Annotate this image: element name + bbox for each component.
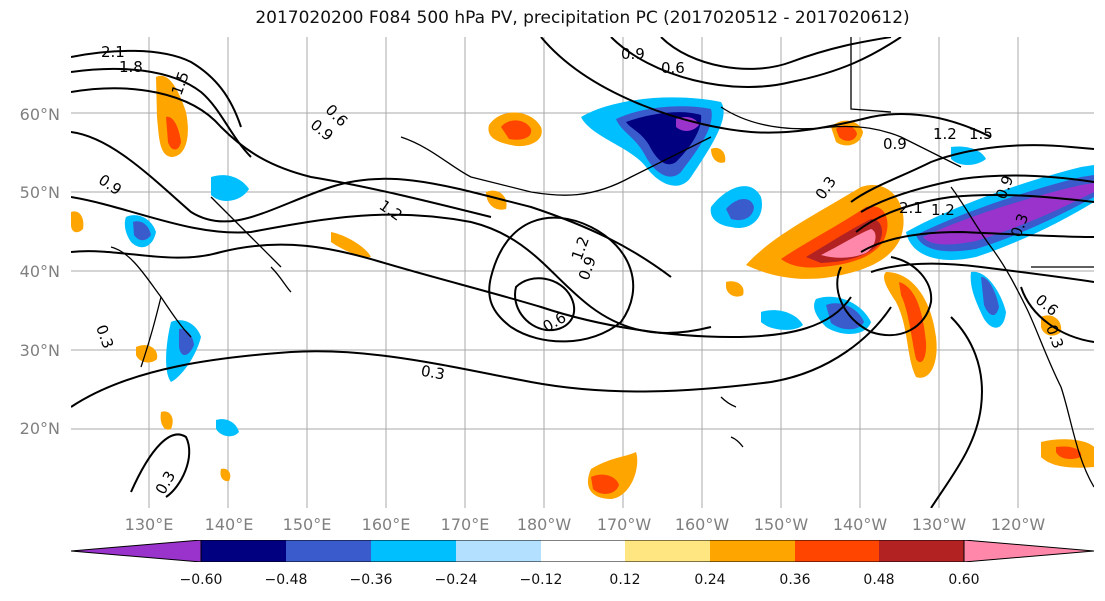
- colorbar-bin: [541, 540, 625, 562]
- coastlines: [110, 37, 1094, 488]
- contour-label: 2.1: [899, 199, 923, 217]
- contour-label: 1.8: [119, 58, 143, 76]
- lon-label-150e: 150°E: [282, 515, 332, 534]
- colorbar-tick: 0.12: [609, 572, 641, 588]
- colorbar-bin: [879, 540, 964, 562]
- lon-label-140w: 140°W: [832, 515, 888, 534]
- colorbar-tick: 0.36: [779, 572, 811, 588]
- colorbar-extend-min: [71, 540, 202, 562]
- contour-label: 1.2: [931, 201, 955, 219]
- colorbar-bin: [625, 540, 710, 562]
- map-title: 2017020200 F084 500 hPa PV, precipitatio…: [255, 8, 910, 28]
- lon-label-170e: 170°E: [440, 515, 490, 534]
- lat-label-50n: 50°N: [19, 183, 60, 202]
- lon-label-170w: 170°W: [596, 515, 652, 534]
- lon-label-160e: 160°E: [361, 515, 411, 534]
- colorbar-tick: −0.12: [519, 572, 563, 588]
- colorbar-bin: [456, 540, 541, 562]
- contour-label: 1.2: [933, 125, 957, 143]
- contour-label: 0.3: [92, 322, 117, 351]
- contour-label: 2.1: [101, 43, 125, 61]
- colorbar-extend-max: [963, 540, 1094, 562]
- colorbar-tick: −0.24: [434, 572, 478, 588]
- lat-label-30n: 30°N: [19, 341, 60, 360]
- contour-label: 0.3: [152, 468, 180, 498]
- contour-label: 0.3: [1042, 322, 1067, 351]
- lon-label-130w: 130°W: [911, 515, 967, 534]
- colorbar-tick: 0.48: [863, 572, 895, 588]
- contour-label: 0.6: [1032, 291, 1062, 320]
- contour-label: 0.9: [95, 171, 125, 199]
- contour-label: 1.2: [376, 196, 406, 224]
- lon-label-130e: 130°E: [124, 515, 174, 534]
- lat-label-60n: 60°N: [19, 105, 60, 124]
- colorbar: [71, 540, 1094, 562]
- colorbar-bin: [371, 540, 456, 562]
- precip-shading: [71, 75, 1094, 499]
- contour-label: 1.5: [168, 69, 193, 98]
- lat-label-20n: 20°N: [19, 419, 60, 438]
- map-canvas: 2.1 1.8 1.5 0.9 0.6 0.9 1.2 0.9 0.6 1.2 …: [71, 37, 1094, 508]
- lon-label-180w: 180°W: [516, 515, 572, 534]
- colorbar-tick: 0.60: [948, 572, 980, 588]
- lon-label-140e: 140°E: [204, 515, 254, 534]
- colorbar-tick: −0.60: [179, 572, 223, 588]
- lon-label-160w: 160°W: [674, 515, 730, 534]
- contour-label: 0.3: [812, 173, 840, 203]
- contour-label: 0.9: [621, 45, 645, 63]
- colorbar-tick: −0.36: [349, 572, 393, 588]
- colorbar-bin: [710, 540, 795, 562]
- pv-contours: [71, 37, 1094, 508]
- contour-label: 0.3: [420, 362, 447, 384]
- colorbar-tick: −0.48: [264, 572, 308, 588]
- lon-label-120w: 120°W: [990, 515, 1046, 534]
- colorbar-bin: [795, 540, 879, 562]
- colorbar-bin: [286, 540, 371, 562]
- lon-label-150w: 150°W: [753, 515, 809, 534]
- contour-label: 1.5: [969, 125, 993, 143]
- contour-label: 0.6: [661, 59, 685, 77]
- contour-label: 0.9: [883, 135, 907, 153]
- colorbar-tick: 0.24: [694, 572, 726, 588]
- map-panel[interactable]: 2.1 1.8 1.5 0.9 0.6 0.9 1.2 0.9 0.6 1.2 …: [71, 37, 1094, 508]
- lat-label-40n: 40°N: [19, 262, 60, 281]
- colorbar-bin: [201, 540, 286, 562]
